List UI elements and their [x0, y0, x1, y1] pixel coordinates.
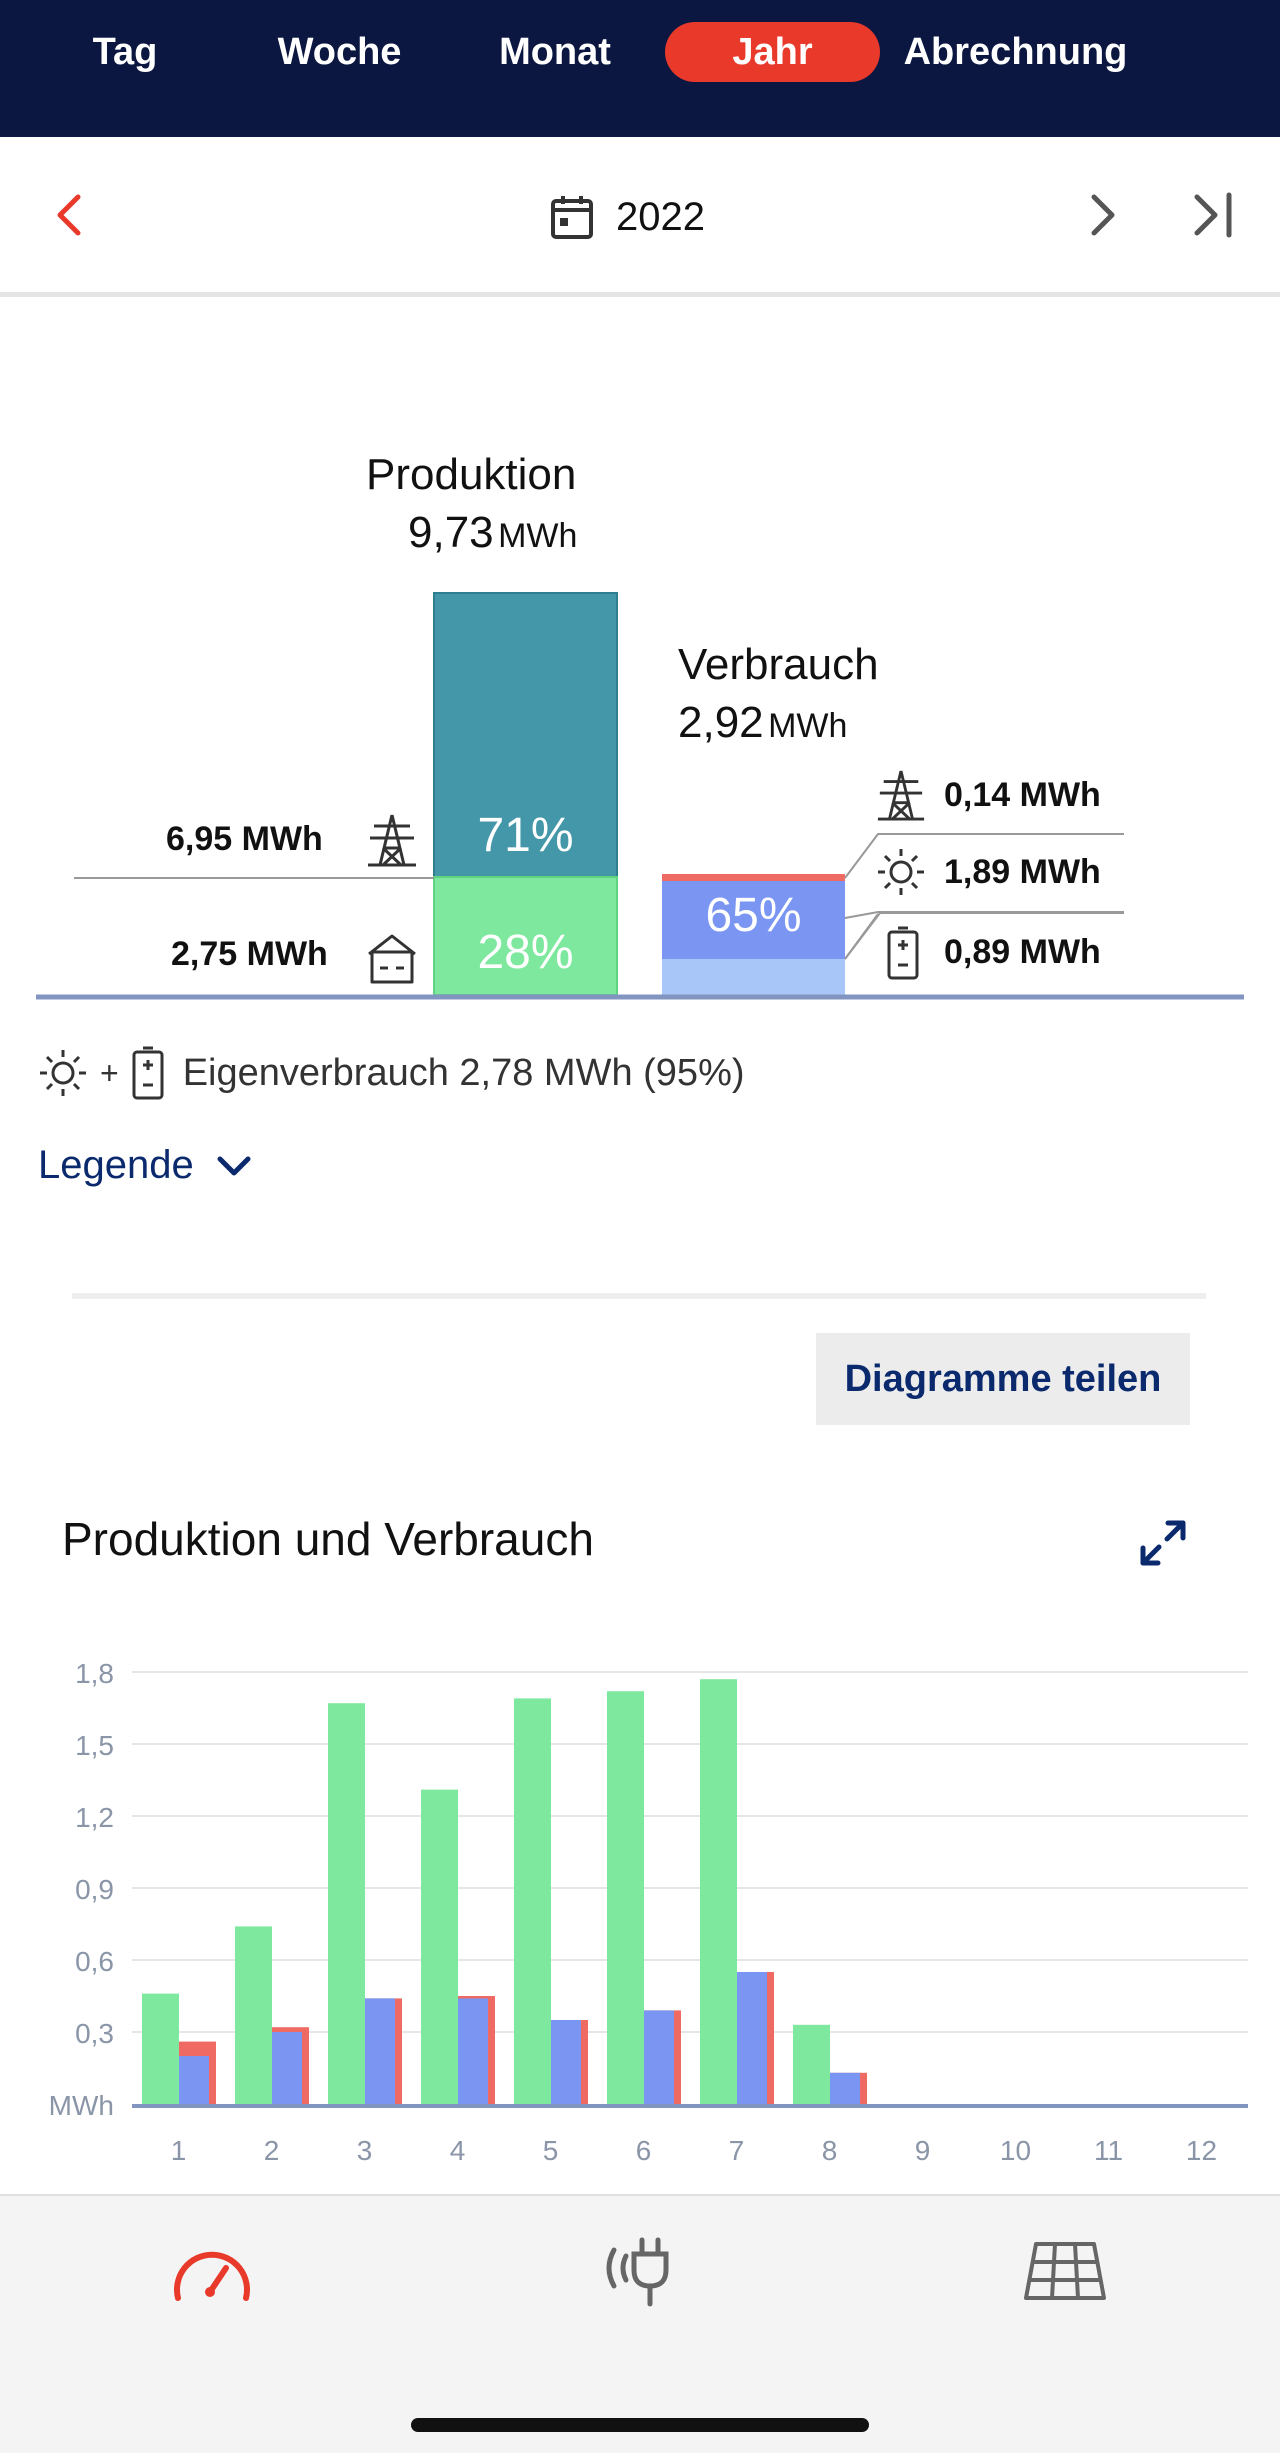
consumption-grid-bar: [662, 874, 845, 881]
x-tick-label: 5: [543, 2135, 559, 2166]
chevron-right-icon[interactable]: [1080, 189, 1124, 241]
y-tick-label: 0,9: [75, 1874, 114, 1905]
production-grid-percent: 71%: [477, 809, 574, 862]
battery-icon: [887, 926, 919, 980]
sun-icon: [878, 849, 924, 895]
consumption-battery-bar: [662, 959, 845, 995]
chevron-down-icon: [217, 1156, 251, 1175]
x-tick-label: 1: [171, 2135, 187, 2166]
tab-day[interactable]: Tag: [92, 31, 158, 73]
production-unit: MWh: [498, 517, 578, 555]
production-total: 9,73 MWh: [408, 508, 577, 558]
production-bar: [328, 1703, 365, 2104]
sun-icon: [40, 1050, 86, 1096]
y-tick-label: 0,6: [75, 1946, 114, 1977]
x-tick-label: 7: [729, 2135, 745, 2166]
self-consumption-text: Eigenverbrauch 2,78 MWh (95%): [182, 1051, 745, 1094]
bottom-navigation: [0, 2194, 1280, 2453]
calendar-icon: [551, 196, 593, 239]
period-navigation: 2022: [0, 137, 1280, 297]
consumption-from-grid: 0,14 MWh: [944, 776, 1101, 814]
x-tick-label: 12: [1186, 2135, 1217, 2166]
x-tick-label: 6: [636, 2135, 652, 2166]
production-bar: [793, 2024, 830, 2104]
chart-title: Produktion und Verbrauch: [62, 1513, 594, 1565]
section-divider: [72, 1293, 1206, 1299]
x-tick-label: 2: [264, 2135, 280, 2166]
legend-label: Legende: [38, 1143, 194, 1187]
period-label: 2022: [616, 194, 705, 239]
skip-to-end-icon[interactable]: [1185, 189, 1241, 241]
self-use-value: 2,75 MWh: [171, 935, 328, 973]
consumption-solar-bar: [830, 2072, 860, 2104]
consumption-total: 2,92 MWh: [678, 698, 847, 748]
period-tab-bar: Tag Woche Monat Jahr Abrechnung: [0, 0, 1280, 137]
consumption-percent: 65%: [705, 889, 802, 942]
consumption-solar-bar: [644, 2010, 674, 2104]
production-bar: [421, 1789, 458, 2104]
consumption-solar-bar: [458, 1998, 488, 2104]
plug-icon[interactable]: [600, 2234, 680, 2310]
consumption-value: 2,92: [678, 698, 764, 747]
x-tick-label: 8: [822, 2135, 838, 2166]
self-consumption-summary: + Eigenverbrauch 2,78 MWh (95%): [38, 1045, 745, 1101]
house-icon: [368, 934, 416, 984]
production-self-percent: 28%: [477, 926, 574, 979]
consumption-solar-bar: [551, 2020, 581, 2104]
consumption-unit: MWh: [768, 707, 848, 745]
expand-icon[interactable]: [1138, 1518, 1188, 1568]
consumption-solar-bar: [272, 2032, 302, 2104]
production-bar: [142, 1993, 179, 2104]
chevron-left-icon[interactable]: [48, 189, 92, 241]
y-tick-label: MWh: [49, 2090, 114, 2121]
energy-balance-graphic: [36, 592, 1244, 1000]
share-charts-button[interactable]: Diagramme teilen: [816, 1333, 1190, 1425]
plus-sign: +: [100, 1054, 119, 1091]
power-pylon-icon: [368, 814, 416, 867]
gauge-icon[interactable]: [170, 2240, 254, 2306]
consumption-from-battery: 0,89 MWh: [944, 933, 1101, 971]
production-bar: [607, 1691, 644, 2104]
x-tick-label: 11: [1094, 2135, 1123, 2166]
tab-week[interactable]: Woche: [277, 31, 402, 73]
x-tick-label: 3: [357, 2135, 373, 2166]
y-tick-label: 1,2: [75, 1802, 114, 1833]
solar-panel-icon[interactable]: [1024, 2236, 1106, 2306]
production-bar: [235, 1926, 272, 2104]
x-tick-label: 4: [450, 2135, 466, 2166]
tab-year[interactable]: Jahr: [665, 22, 880, 82]
battery-icon: [132, 1046, 164, 1100]
grid-export-value: 6,95 MWh: [166, 820, 323, 858]
production-bar: [514, 1698, 551, 2104]
power-pylon-icon: [877, 770, 925, 821]
tab-month[interactable]: Monat: [499, 31, 611, 73]
x-tick-label: 9: [915, 2135, 931, 2166]
consumption-solar-bar: [737, 1972, 767, 2104]
tab-billing[interactable]: Abrechnung: [903, 31, 1128, 73]
production-title: Produktion: [366, 450, 577, 499]
y-tick-label: 1,8: [75, 1658, 114, 1689]
consumption-from-solar: 1,89 MWh: [944, 853, 1101, 891]
consumption-solar-bar: [179, 2056, 209, 2104]
consumption-title: Verbrauch: [678, 640, 879, 689]
period-selector[interactable]: 2022: [550, 187, 705, 247]
production-value: 9,73: [408, 508, 494, 557]
consumption-solar-bar: [365, 1998, 395, 2104]
production-grid-bar: [433, 592, 618, 878]
x-tick-label: 10: [1000, 2135, 1031, 2166]
home-indicator: [411, 2418, 869, 2432]
y-tick-label: 0,3: [75, 2018, 114, 2049]
consumption-solar-bar: [662, 881, 845, 959]
y-tick-label: 1,5: [75, 1730, 114, 1761]
legend-toggle[interactable]: Legende: [38, 1143, 254, 1188]
production-bar: [700, 1679, 737, 2104]
